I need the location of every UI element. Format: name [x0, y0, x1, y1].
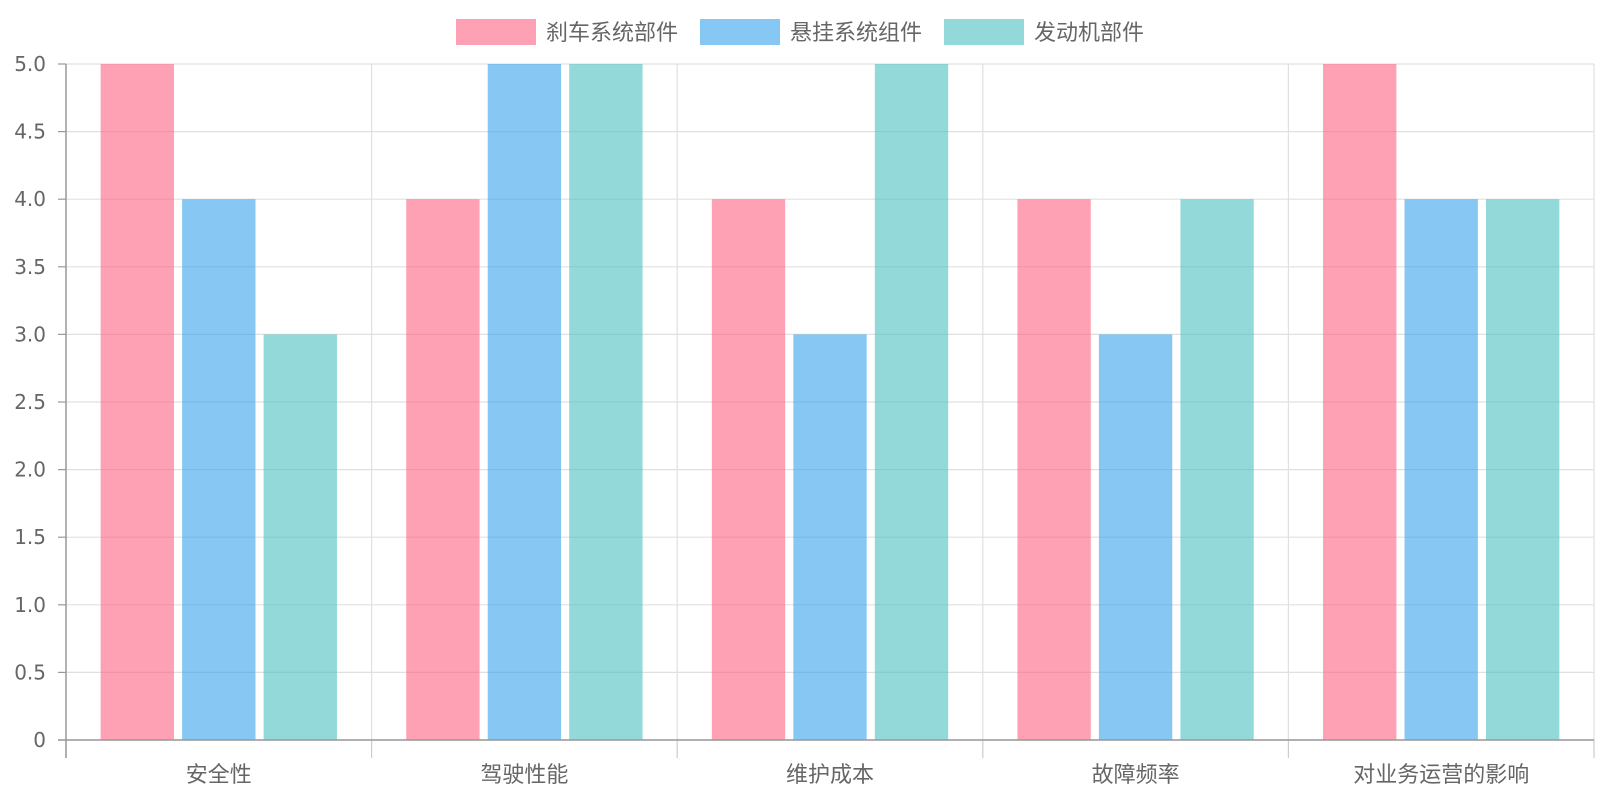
- x-category-label: 安全性: [186, 763, 252, 788]
- axes: [58, 63, 1595, 758]
- legend-swatch: [700, 19, 780, 45]
- bar[interactable]: [874, 64, 949, 740]
- bar[interactable]: [182, 199, 256, 740]
- bar[interactable]: [1098, 334, 1173, 740]
- x-category-label: 对业务运营的影响: [1353, 763, 1529, 788]
- bar[interactable]: [487, 64, 562, 740]
- legend-item[interactable]: 发动机部件: [944, 19, 1144, 46]
- x-category-label: 驾驶性能: [480, 763, 568, 788]
- legend-item[interactable]: 悬挂系统组件: [700, 19, 922, 46]
- legend-label: 悬挂系统组件: [790, 21, 922, 46]
- legend-item[interactable]: 刹车系统部件: [456, 19, 678, 46]
- legend-label: 刹车系统部件: [546, 21, 678, 46]
- x-category-label: 故障频率: [1092, 763, 1180, 788]
- x-category-label: 维护成本: [786, 763, 874, 788]
- bar[interactable]: [1323, 64, 1397, 740]
- legend[interactable]: 刹车系统部件 悬挂系统组件 发动机部件: [456, 19, 1144, 46]
- bar[interactable]: [100, 64, 174, 740]
- y-tick-label: 1.0: [14, 593, 46, 617]
- bar[interactable]: [1404, 199, 1478, 740]
- y-tick-label: 3.5: [14, 255, 46, 279]
- bar[interactable]: [569, 64, 643, 740]
- y-tick-label: 1.5: [14, 525, 46, 549]
- bars: [100, 64, 1560, 740]
- y-tick-label: 2.5: [14, 390, 46, 414]
- bar[interactable]: [793, 334, 867, 740]
- x-category-labels: 安全性 驾驶性能 维护成本 故障频率 对业务运营的影响: [186, 763, 1529, 788]
- bar[interactable]: [1017, 199, 1091, 740]
- legend-swatch: [456, 19, 536, 45]
- bar[interactable]: [711, 199, 786, 740]
- legend-label: 发动机部件: [1034, 21, 1144, 46]
- y-tick-label: 2.0: [14, 458, 46, 482]
- y-tick-labels: 0 0.5 1.0 1.5 2.0 2.5 3.0 3.5 4.0 4.5 5.0: [14, 52, 46, 752]
- y-tick-label: 0: [33, 728, 46, 752]
- bar[interactable]: [1486, 199, 1560, 740]
- y-tick-label: 4.5: [14, 120, 46, 144]
- legend-swatch: [944, 19, 1024, 45]
- y-tick-label: 0.5: [14, 660, 46, 684]
- y-tick-label: 4.0: [14, 187, 46, 211]
- bar[interactable]: [406, 199, 480, 740]
- bar[interactable]: [1180, 199, 1254, 740]
- bar[interactable]: [263, 334, 337, 740]
- y-tick-label: 3.0: [14, 322, 46, 346]
- y-tick-label: 5.0: [14, 52, 46, 76]
